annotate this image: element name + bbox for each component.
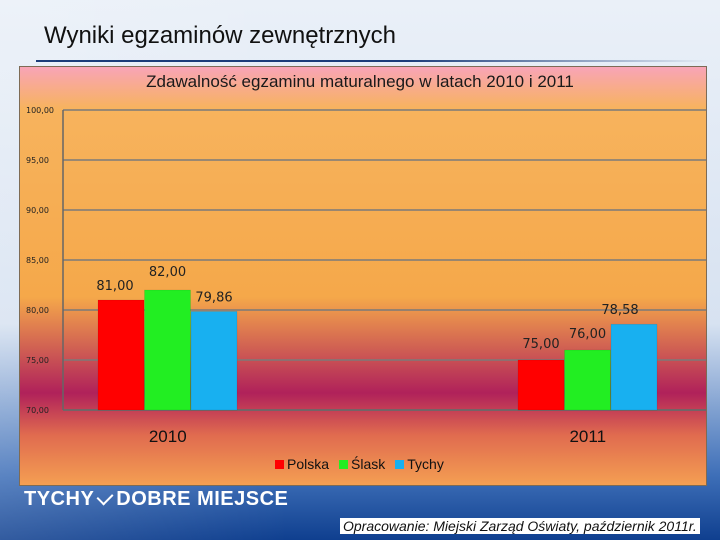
chart-panel [19,66,707,486]
bar-ślask-2010 [144,289,191,411]
bar-ślask-2011 [564,349,611,411]
bar-polska-2010 [97,299,145,411]
legend-label-slask: Ślask [351,456,386,472]
brand-text-right: DOBRE MIEJSCE [116,488,289,510]
y-tick-label: 75,00 [26,356,49,365]
x-tick-label: 2011 [569,427,606,446]
y-tick-label: 95,00 [26,156,49,165]
x-tick-label: 2010 [149,427,187,446]
bar-tychy-2011 [610,323,658,411]
chart-title: Zdawalność egzaminu maturalnego w latach… [146,72,574,91]
bar-polska-2011 [517,359,565,411]
y-tick-label: 80,00 [26,306,49,315]
y-tick-label: 70,00 [26,406,49,415]
bar-tychy-2010 [190,311,238,411]
data-label: 76,00 [569,327,606,342]
footer-credit: Opracowanie: Miejski Zarząd Oświaty, paź… [340,518,700,534]
legend-item-slask: Ślask [339,456,385,472]
page-title: Wyniki egzaminów zewnętrznych [44,22,396,49]
legend-item-tychy: Tychy [395,456,444,472]
legend-swatch-slask [339,459,349,469]
legend-label-polska: Polska [287,456,330,472]
legend-swatch-tychy [395,459,405,469]
legend-label-tychy: Tychy [407,456,444,472]
y-tick-label: 90,00 [26,206,49,215]
legend-item-polska: Polska [275,456,329,472]
data-label: 79,86 [195,290,232,305]
legend-swatch-polska [275,459,284,469]
brand-logo: TYCHY DOBRE MIEJSCE [24,488,288,511]
data-label: 81,00 [96,279,133,294]
checkmark-icon [96,488,114,505]
y-tick-label: 85,00 [26,256,49,265]
data-label: 82,00 [149,265,186,280]
chart-legend: Polska Ślask Tychy [275,456,444,472]
data-label: 75,00 [522,337,559,352]
brand-text-left: TYCHY [24,488,95,510]
data-label: 78,58 [601,303,638,318]
title-divider [36,60,710,62]
y-tick-label: 100,00 [26,106,54,115]
